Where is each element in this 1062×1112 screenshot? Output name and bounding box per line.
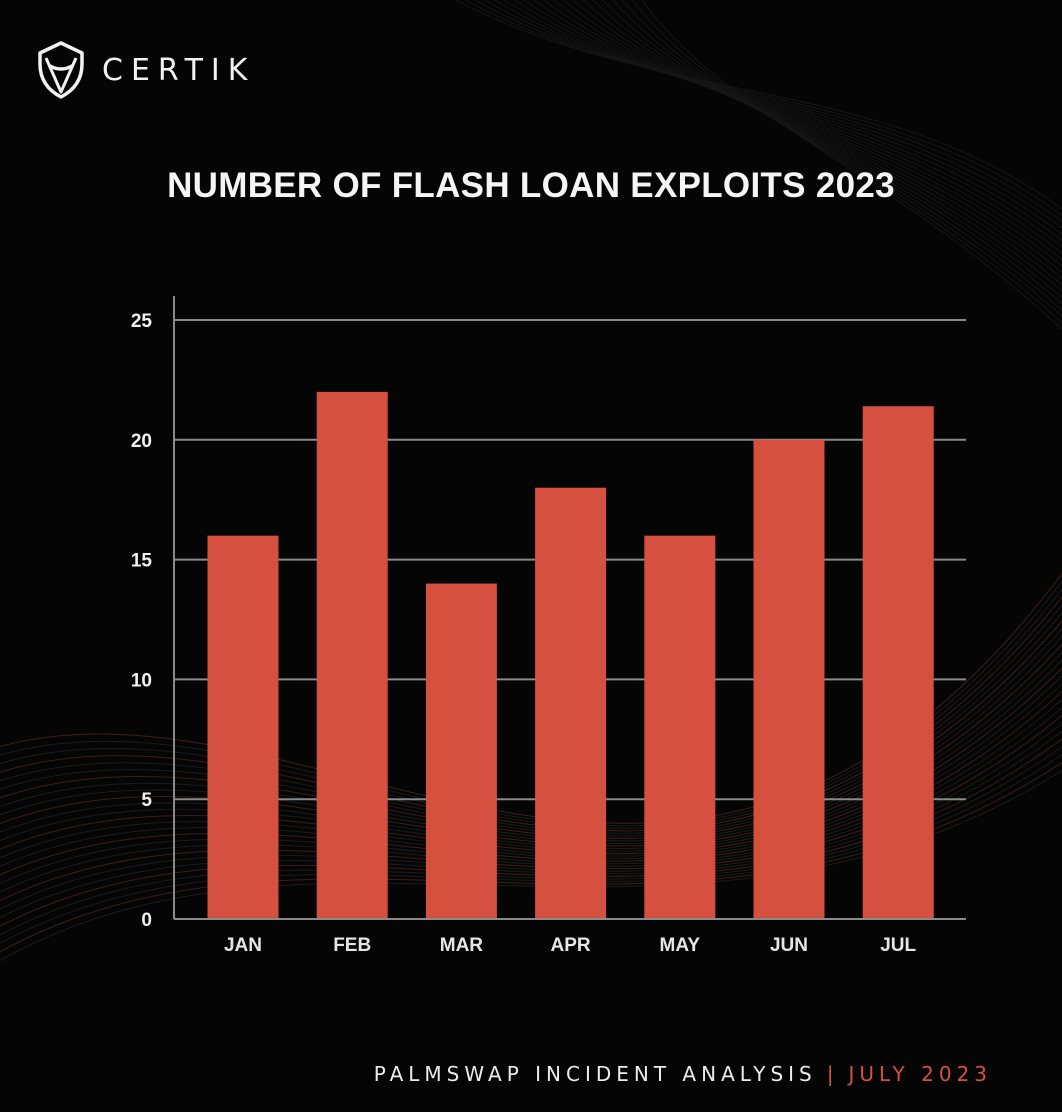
background-wave-line (602, 0, 1062, 305)
background-wave-line (621, 0, 1062, 318)
bar-jun (753, 439, 825, 919)
background-wave-line (582, 0, 1062, 292)
brand-logo: CERTIK (36, 40, 255, 100)
footer: PALMSWAP INCIDENT ANALYSIS | JULY 2023 (374, 1062, 992, 1086)
bars (207, 391, 934, 920)
x-tick-label: APR (551, 935, 591, 956)
background-wave-line (484, 0, 1062, 229)
background-wave-line (543, 0, 1062, 267)
footer-report-name: PALMSWAP INCIDENT ANALYSIS (373, 1062, 817, 1086)
bar-jan (207, 535, 279, 919)
footer-separator: | (826, 1062, 839, 1086)
y-tick-label: 0 (141, 910, 152, 931)
x-tick-label: JAN (224, 935, 262, 956)
y-tick-label: 20 (131, 431, 152, 452)
bar-jul (862, 406, 934, 920)
certik-shield-icon (38, 41, 84, 99)
axes (173, 296, 966, 920)
bar-apr (535, 487, 607, 919)
background-wave-line (454, 0, 1062, 210)
background-wave-line (562, 0, 1062, 280)
y-tick-label: 25 (131, 311, 153, 332)
chart-title: NUMBER OF FLASH LOAN EXPLOITS 2023 (167, 166, 895, 205)
y-tick-label: 15 (131, 551, 153, 572)
bar-feb (316, 391, 388, 919)
background-wave-line (572, 0, 1062, 286)
background-wave-line (641, 0, 1062, 330)
x-tick-label: FEB (333, 935, 371, 956)
y-tick-label: 5 (141, 790, 152, 811)
background-wave-line (631, 0, 1062, 324)
bar-may (644, 535, 716, 919)
x-tick-label: JUL (880, 935, 916, 956)
x-tick-label: JUN (770, 935, 808, 956)
background-wave-line (474, 0, 1062, 223)
bar-mar (425, 583, 497, 919)
x-tick-label: MAY (660, 935, 701, 956)
background-wave-line (592, 0, 1062, 299)
background-wave-line (611, 0, 1062, 311)
background-wave-line (533, 0, 1062, 261)
y-tick-label: 10 (131, 670, 152, 691)
x-tick-label: MAR (440, 935, 484, 956)
background-wave-line (552, 0, 1062, 273)
background-wave-line (513, 0, 1062, 248)
background-wave-line (464, 0, 1062, 217)
footer-date: JULY 2023 (848, 1062, 992, 1086)
background-wave-line (523, 0, 1062, 255)
tick-labels: 0 5 10 15 20 25 JAN FEB MAR APR MAY JUN JUL (131, 311, 917, 956)
brand-name: CERTIK (102, 52, 256, 88)
background-wave-line (493, 0, 1062, 236)
background-wave-line (503, 0, 1062, 242)
